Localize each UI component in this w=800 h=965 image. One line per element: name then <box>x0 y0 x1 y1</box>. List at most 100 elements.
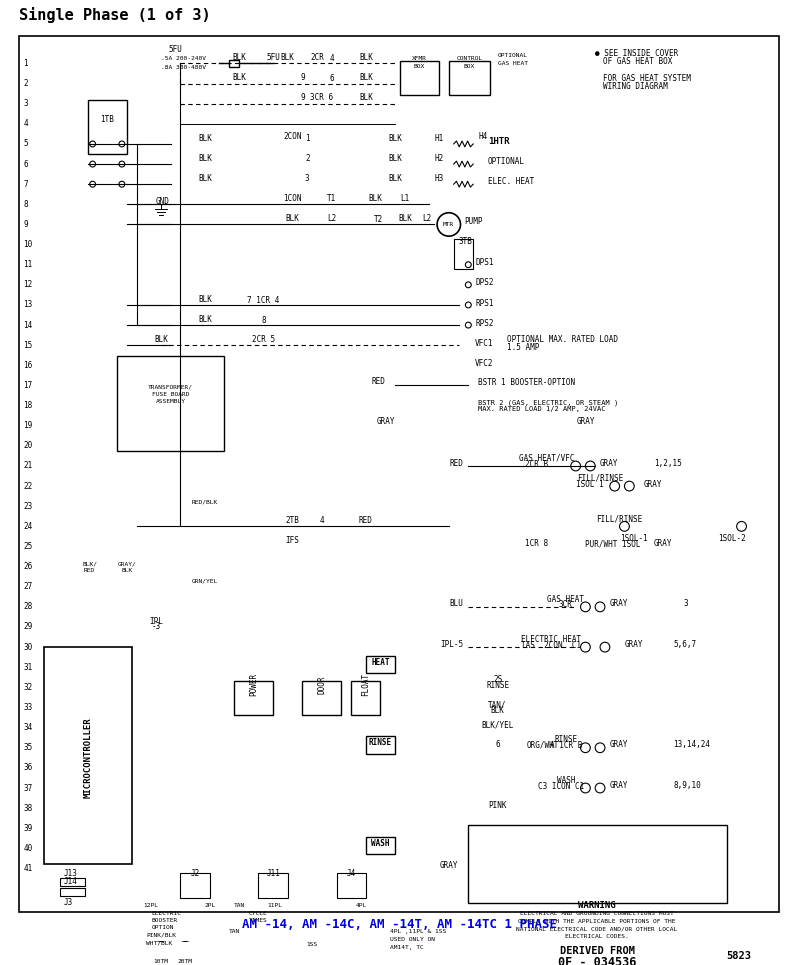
Text: .5A 200-240V: .5A 200-240V <box>161 56 206 61</box>
Text: PUMP: PUMP <box>465 217 483 226</box>
Text: USED ONLY ON: USED ONLY ON <box>390 937 435 942</box>
Bar <box>230 60 239 68</box>
Circle shape <box>119 161 125 167</box>
Text: ELECTRICAL CODES.: ELECTRICAL CODES. <box>566 934 629 939</box>
Bar <box>302 681 342 715</box>
Text: 29: 29 <box>23 622 33 631</box>
Text: J14: J14 <box>63 877 78 886</box>
Text: 1,2,15: 1,2,15 <box>654 458 682 468</box>
Circle shape <box>595 602 605 612</box>
Circle shape <box>737 521 746 532</box>
Text: 4PL ,11PL & 1SS: 4PL ,11PL & 1SS <box>390 929 446 934</box>
Text: RED/BLK: RED/BLK <box>192 500 218 505</box>
Text: 5: 5 <box>23 139 28 149</box>
Text: WASH: WASH <box>557 776 575 785</box>
Text: BOX: BOX <box>464 64 475 69</box>
Text: BLK: BLK <box>198 294 212 304</box>
Text: FLOAT: FLOAT <box>362 673 370 696</box>
Text: 9: 9 <box>23 220 28 229</box>
Text: 5FU: 5FU <box>266 53 280 62</box>
Bar <box>234 681 273 715</box>
Text: TAN: TAN <box>229 929 240 934</box>
Text: 1: 1 <box>305 133 310 143</box>
Text: 4: 4 <box>320 516 324 525</box>
Text: 32: 32 <box>23 683 33 692</box>
Text: 41: 41 <box>23 864 33 873</box>
Text: IPL: IPL <box>149 617 163 625</box>
Circle shape <box>610 482 619 491</box>
Bar <box>88 100 126 153</box>
Text: ELECTRIC HEAT: ELECTRIC HEAT <box>521 635 582 644</box>
Text: 23: 23 <box>23 502 33 510</box>
Text: 35: 35 <box>23 743 33 753</box>
Circle shape <box>625 482 634 491</box>
Text: BLK: BLK <box>286 214 299 223</box>
Text: DPS1: DPS1 <box>475 259 494 267</box>
Text: RED: RED <box>371 377 386 386</box>
Text: BLK: BLK <box>388 133 402 143</box>
Text: GRAY: GRAY <box>439 861 458 870</box>
Text: NATIONAL ELECTRICAL CODE AND/OR OTHER LOCAL: NATIONAL ELECTRICAL CODE AND/OR OTHER LO… <box>517 926 678 931</box>
Text: ELECTRIC: ELECTRIC <box>151 911 181 916</box>
Text: BLK: BLK <box>232 73 246 82</box>
Text: L1: L1 <box>400 194 410 203</box>
Bar <box>366 655 395 674</box>
Bar <box>44 648 132 864</box>
Text: J3: J3 <box>63 898 73 907</box>
Bar <box>366 837 395 854</box>
Bar <box>117 355 224 451</box>
Text: VFC1: VFC1 <box>475 339 494 347</box>
Text: BOX: BOX <box>414 64 425 69</box>
Circle shape <box>570 461 581 471</box>
Text: ORG/WHT: ORG/WHT <box>527 740 559 750</box>
Bar <box>400 61 439 96</box>
Circle shape <box>595 743 605 753</box>
Text: DPS2: DPS2 <box>475 278 494 288</box>
Text: RINSE: RINSE <box>369 738 392 747</box>
Text: 2CR B: 2CR B <box>525 459 548 469</box>
Text: FUSE BOARD: FUSE BOARD <box>152 392 190 397</box>
Text: 4: 4 <box>23 120 28 128</box>
Text: 0F - 034536: 0F - 034536 <box>558 955 636 965</box>
Text: 27: 27 <box>23 582 33 592</box>
Circle shape <box>619 521 630 532</box>
Text: OPTIONAL: OPTIONAL <box>488 156 525 166</box>
Text: 20: 20 <box>23 441 33 451</box>
Text: 8: 8 <box>23 200 28 208</box>
Text: J13: J13 <box>63 868 78 878</box>
Text: RED: RED <box>84 568 95 573</box>
Text: 26: 26 <box>23 562 33 571</box>
Text: 8,9,10: 8,9,10 <box>674 781 701 789</box>
Text: 1HTR: 1HTR <box>488 136 510 146</box>
Text: XFMR: XFMR <box>412 56 427 61</box>
Text: OPTIONAL: OPTIONAL <box>498 53 527 58</box>
Circle shape <box>175 942 195 961</box>
Text: 2: 2 <box>23 79 28 88</box>
Bar <box>337 873 366 897</box>
Text: BLK: BLK <box>398 214 412 223</box>
Text: WASH: WASH <box>371 839 390 848</box>
Text: 1: 1 <box>23 59 28 68</box>
Text: GAS HEAT: GAS HEAT <box>498 61 527 66</box>
Text: 40: 40 <box>23 844 33 853</box>
Text: 12PL: 12PL <box>144 903 158 908</box>
Text: TAN/: TAN/ <box>488 700 507 709</box>
Text: 2: 2 <box>305 153 310 163</box>
Text: H2: H2 <box>434 153 444 163</box>
Text: OF GAS HEAT BOX: OF GAS HEAT BOX <box>603 57 672 66</box>
Text: 1TB: 1TB <box>100 116 114 124</box>
Text: DOOR: DOOR <box>318 676 326 694</box>
Text: IPL-5: IPL-5 <box>440 640 463 648</box>
Text: IFS: IFS <box>286 537 299 545</box>
Text: BLK: BLK <box>198 174 212 182</box>
Text: COMPLY WITH THE APPLICABLE PORTIONS OF THE: COMPLY WITH THE APPLICABLE PORTIONS OF T… <box>518 919 676 924</box>
Text: BLK: BLK <box>359 94 373 102</box>
Text: BSTR 1 BOOSTER-OPTION: BSTR 1 BOOSTER-OPTION <box>478 378 575 387</box>
Text: AM -14, AM -14C, AM -14T, AM -14TC 1 PHASE: AM -14, AM -14C, AM -14T, AM -14TC 1 PHA… <box>242 918 558 930</box>
Circle shape <box>466 282 471 288</box>
Text: 2CR 5: 2CR 5 <box>252 335 275 344</box>
Text: GRAY: GRAY <box>577 417 595 427</box>
Text: FOR GAS HEAT SYSTEM: FOR GAS HEAT SYSTEM <box>603 74 691 83</box>
Text: T1: T1 <box>327 194 336 203</box>
Text: RED: RED <box>450 458 463 468</box>
